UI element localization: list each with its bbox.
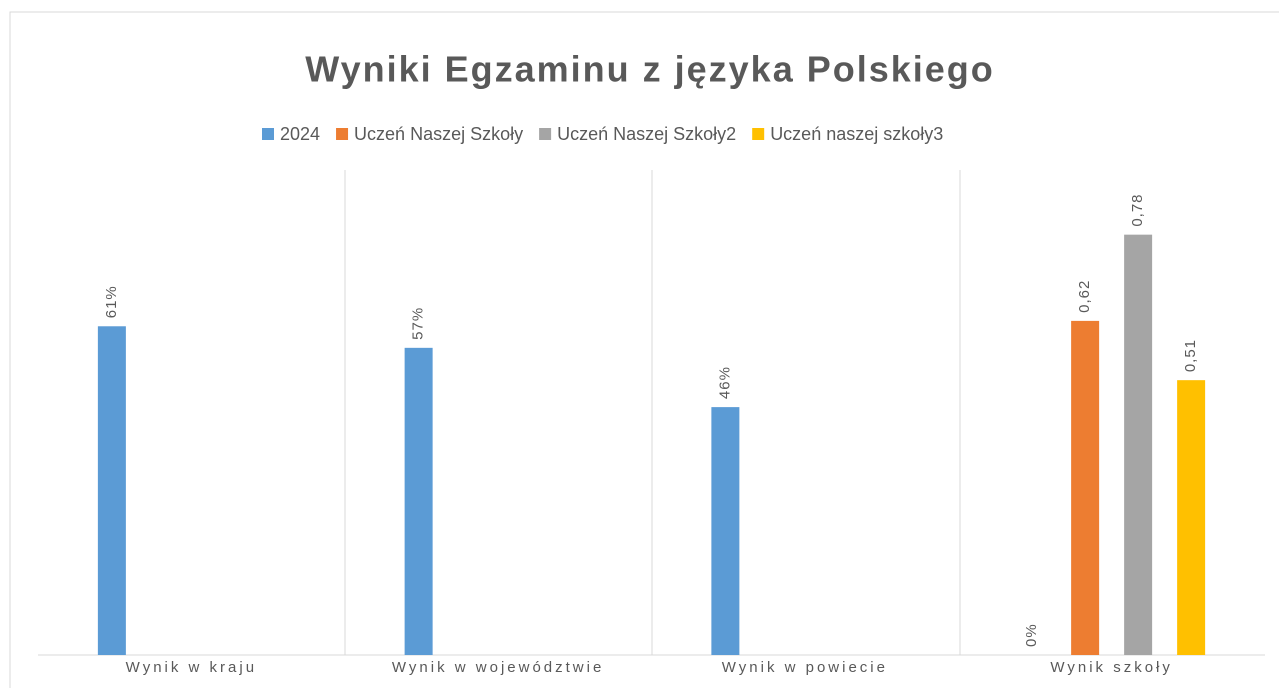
legend-label: Uczeń naszej szkoły3 bbox=[770, 124, 943, 144]
data-label: 57% bbox=[410, 307, 427, 340]
chart-border bbox=[9, 11, 1279, 693]
bar bbox=[1071, 320, 1100, 655]
data-label: 46% bbox=[716, 366, 733, 399]
data-label: 0,78 bbox=[1129, 193, 1146, 226]
data-label: 0,62 bbox=[1076, 280, 1093, 313]
bar bbox=[97, 326, 126, 655]
bar bbox=[1124, 234, 1153, 655]
legend-label: Uczeń Naszej Szkoły2 bbox=[557, 124, 736, 144]
legend-swatch bbox=[262, 128, 274, 140]
chart-title: Wyniki Egzaminu z języka Polskiego bbox=[305, 49, 995, 90]
bar bbox=[404, 347, 433, 655]
bar bbox=[711, 407, 740, 655]
x-tick-label: Wynik szkoły bbox=[1050, 659, 1173, 676]
x-tick-label: Wynik w województwie bbox=[392, 659, 604, 676]
data-label: 0,51 bbox=[1182, 339, 1199, 372]
data-label: 61% bbox=[103, 285, 120, 318]
legend-label: 2024 bbox=[280, 124, 320, 144]
bar bbox=[1177, 380, 1206, 655]
legend-label: Uczeń Naszej Szkoły bbox=[354, 124, 523, 144]
legend-swatch bbox=[752, 128, 765, 140]
legend-swatch bbox=[539, 128, 552, 140]
x-tick-label: Wynik w powiecie bbox=[722, 659, 888, 676]
x-tick-label: Wynik w kraju bbox=[126, 659, 257, 676]
legend-swatch bbox=[336, 128, 349, 140]
data-label: 0% bbox=[1023, 623, 1040, 647]
